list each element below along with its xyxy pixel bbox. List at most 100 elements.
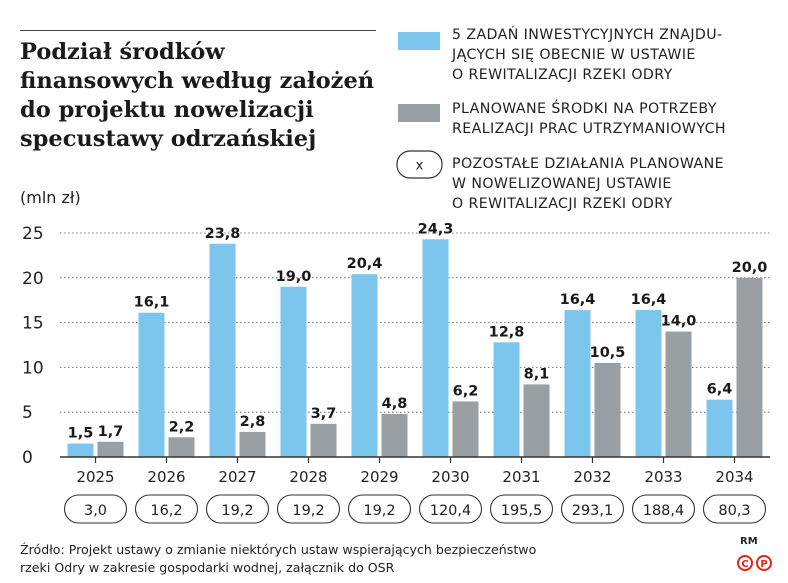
- bar-blue: [280, 286, 307, 457]
- other-value-pill: [276, 494, 341, 524]
- data-label: 24,3: [418, 221, 454, 237]
- other-value-label: 16,2: [150, 503, 182, 519]
- other-value-label: 188,4: [643, 503, 685, 519]
- data-label: 20,0: [732, 260, 768, 276]
- other-value-pill: [347, 494, 412, 524]
- other-value-pill: [134, 494, 199, 524]
- legend-grey-line: PLANOWANE ŚRODKI NA POTRZEBY: [452, 101, 717, 117]
- other-value-pill: [631, 494, 696, 524]
- bar-blue: [635, 310, 662, 457]
- legend-swatch-grey: [398, 104, 440, 122]
- legend-other-line: O REWITALIZACJI RZEKI ODRY: [452, 196, 673, 212]
- bar-grey: [381, 413, 408, 457]
- legend-label-other: POZOSTAŁE DZIAŁANIA PLANOWANE W NOWELIZO…: [452, 154, 782, 214]
- legend-label-grey: PLANOWANE ŚRODKI NA POTRZEBY REALIZACJI …: [452, 99, 782, 139]
- y-tick-label: 5: [22, 403, 33, 423]
- other-value-pill: [560, 494, 625, 524]
- data-label: 1,7: [98, 424, 124, 440]
- other-value-pill: [63, 494, 128, 524]
- data-label: 10,5: [590, 345, 626, 361]
- legend-blue-line: 5 ZADAŃ INWESTYCYJNYCH ZNAJDU-: [452, 27, 723, 43]
- data-label: 20,4: [347, 256, 383, 272]
- other-value-label: 80,3: [718, 503, 750, 519]
- other-value-label: 3,0: [84, 503, 107, 519]
- cc-mark-right: P: [760, 559, 767, 570]
- bar-blue: [493, 342, 520, 457]
- other-value-label: 19,2: [363, 503, 395, 519]
- y-tick-label: 0: [22, 448, 33, 468]
- legend-other-pill: [396, 150, 443, 179]
- x-axis: 2025 2026 2027 2028 2029 2030 2031 2032 2033 2034: [60, 456, 770, 486]
- bar-grey: [665, 331, 692, 457]
- data-label: 14,0: [661, 314, 697, 330]
- bar-grey: [594, 362, 621, 457]
- bar-blue: [67, 443, 94, 457]
- x-tick-label: 2029: [360, 468, 398, 486]
- bars: [67, 239, 763, 457]
- other-value-pill: [205, 494, 270, 524]
- data-label: 6,4: [707, 382, 733, 398]
- data-label: 1,5: [68, 426, 94, 442]
- bar-grey: [239, 431, 266, 457]
- bar-blue: [706, 399, 733, 457]
- bar-blue: [422, 239, 449, 457]
- y-tick-label: 10: [22, 358, 44, 378]
- legend-other-line: W NOWELIZOWANEJ USTAWIE: [452, 176, 672, 192]
- bar-blue: [138, 312, 165, 457]
- bar-grey: [97, 441, 124, 457]
- other-value-label: 293,1: [572, 503, 614, 519]
- data-label: 23,8: [205, 226, 241, 242]
- other-value-label: 120,4: [430, 503, 472, 519]
- x-tick-label: 2027: [218, 468, 256, 486]
- bar-blue: [564, 310, 591, 457]
- legend-blue-line: JĄCYCH SIĘ OBECNIE W USTAWIE: [452, 47, 696, 63]
- cc-circle-left: [737, 555, 753, 571]
- bar-blue: [209, 243, 236, 457]
- data-label: 16,1: [134, 295, 170, 311]
- legend-other-line: POZOSTAŁE DZIAŁANIA PLANOWANE: [452, 156, 724, 172]
- other-value-pill: [702, 494, 767, 524]
- creative-commons-icon: C P: [737, 555, 772, 571]
- bar-grey: [452, 401, 479, 457]
- title-rule: [20, 30, 376, 31]
- y-tick-labels: 0 5 10 15 20 25: [22, 224, 44, 468]
- x-tick-label: 2028: [289, 468, 327, 486]
- data-labels: 1,5 1,7 16,1 2,2 23,8 2,8 19,0 3,7 20,4 4,8 24,3 6,…: [68, 221, 768, 441]
- data-label: 6,2: [453, 383, 479, 399]
- y-tick-label: 15: [22, 314, 44, 334]
- x-tick-label: 2032: [573, 468, 611, 486]
- data-label: 16,4: [631, 292, 667, 308]
- bar-grey: [168, 437, 195, 457]
- source-line: Źródło: Projekt ustawy o zmianie niektór…: [20, 542, 537, 557]
- cc-circle-right: [756, 555, 772, 571]
- legend-swatch-other: x: [396, 150, 443, 179]
- legend-grey-line: REALIZACJI PRAC UTRZYMANIOWYCH: [452, 121, 726, 137]
- other-value-pill: [489, 494, 554, 524]
- data-label: 2,2: [169, 419, 195, 435]
- other-value-label: 19,2: [221, 503, 253, 519]
- data-label: 8,1: [524, 366, 550, 382]
- author-credit: RM: [740, 536, 758, 547]
- legend-label-blue: 5 ZADAŃ INWESTYCYJNYCH ZNAJDU- JĄCYCH SI…: [452, 25, 782, 85]
- x-tick-label: 2031: [502, 468, 540, 486]
- y-axis-unit: (mln zł): [20, 188, 81, 207]
- x-tick-label: 2030: [431, 468, 469, 486]
- data-label: 19,0: [276, 269, 312, 285]
- source-line: rzeki Odry w zakresie gospodarki wodnej,…: [20, 560, 395, 575]
- other-value-label: 195,5: [501, 503, 543, 519]
- other-values-row: 3,0 16,2 19,2 19,2 19,2 120,4 195,5 293,1 188,4 8…: [63, 494, 767, 524]
- legend-blue-line: O REWITALIZACJI RZEKI ODRY: [452, 67, 673, 83]
- data-label: 2,8: [240, 414, 266, 430]
- data-label: 4,8: [382, 396, 408, 412]
- other-value-pill: [418, 494, 483, 524]
- y-tick-label: 25: [22, 224, 44, 244]
- bar-blue: [351, 274, 378, 457]
- data-label: 16,4: [560, 292, 596, 308]
- x-tick-label: 2033: [644, 468, 682, 486]
- data-label: 3,7: [311, 406, 337, 422]
- legend-swatch-blue: [398, 32, 440, 50]
- cc-mark-left: C: [741, 559, 748, 570]
- other-value-label: 19,2: [292, 503, 324, 519]
